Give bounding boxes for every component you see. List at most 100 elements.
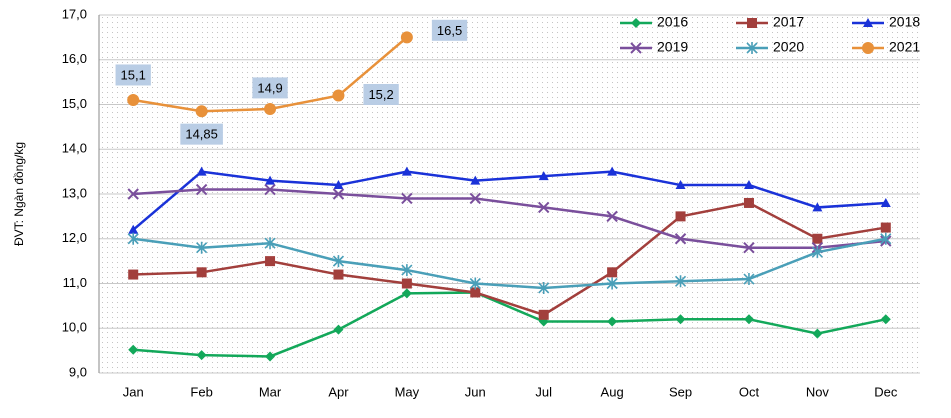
marker [880, 197, 891, 207]
marker [675, 180, 686, 190]
marker [674, 233, 687, 245]
marker [265, 256, 276, 267]
marker [196, 350, 207, 361]
legend-marker [746, 42, 758, 54]
marker [401, 264, 413, 277]
marker [743, 314, 754, 325]
x-tick-label: May [395, 384, 420, 399]
x-tick-label: Oct [739, 384, 760, 399]
x-tick-label: Jul [535, 384, 552, 399]
series-line [133, 237, 887, 290]
marker [607, 316, 618, 327]
y-tick-label: 11,0 [63, 275, 87, 290]
marker [743, 197, 754, 208]
series-line [133, 188, 886, 249]
legend-label: 2020 [773, 39, 804, 55]
marker [265, 175, 276, 185]
marker [401, 288, 412, 299]
marker [607, 267, 618, 278]
marker [127, 188, 139, 200]
series-line [133, 291, 887, 358]
legend-marker [630, 42, 642, 54]
x-tick-label: Sep [669, 384, 692, 399]
marker [196, 166, 207, 176]
data-label-box [431, 19, 468, 41]
marker [333, 324, 344, 335]
marker [469, 277, 481, 290]
x-tick-label: Nov [806, 384, 830, 399]
x-tick-label: Feb [190, 384, 212, 399]
legend-marker [863, 18, 873, 27]
marker [469, 192, 481, 205]
marker [127, 94, 140, 107]
marker [264, 183, 276, 196]
x-tick-label: Apr [328, 384, 349, 399]
marker [674, 275, 687, 288]
marker [401, 192, 413, 205]
legend-label: 2019 [657, 39, 688, 55]
marker [401, 278, 412, 289]
marker [470, 175, 481, 185]
marker [538, 309, 549, 320]
marker [606, 277, 618, 290]
legend-marker [862, 42, 874, 54]
y-tick-label: 9,0 [69, 364, 87, 379]
data-label-box [252, 77, 288, 99]
data-label: 14,9 [257, 80, 282, 95]
y-tick-label: 14,0 [62, 141, 87, 156]
series-line [133, 201, 886, 317]
x-tick-label: Jun [465, 384, 486, 399]
x-tick-label: Dec [874, 384, 898, 399]
marker [880, 232, 892, 245]
marker [812, 202, 823, 212]
y-tick-label: 17,0 [62, 6, 87, 21]
legend-marker [631, 18, 641, 28]
marker [538, 171, 549, 181]
x-tick-label: Aug [601, 384, 624, 399]
marker [538, 281, 550, 294]
x-tick-label: Jan [123, 384, 144, 399]
marker [128, 344, 139, 355]
marker [196, 267, 207, 278]
data-label: 14,85 [185, 127, 218, 142]
marker [401, 166, 412, 176]
data-label-box [180, 123, 223, 145]
marker [880, 222, 891, 233]
data-label-box [115, 64, 151, 86]
marker [264, 102, 277, 115]
marker [538, 201, 550, 214]
data-label: 15,2 [368, 87, 393, 102]
legend-label: 2016 [657, 14, 688, 30]
marker [128, 224, 139, 234]
legend-label: 2018 [889, 14, 920, 30]
marker [743, 273, 755, 286]
marker [400, 31, 413, 44]
marker [880, 314, 891, 325]
y-tick-label: 15,0 [62, 96, 87, 111]
marker [333, 180, 344, 190]
marker [812, 328, 823, 339]
y-tick-label: 12,0 [62, 230, 87, 245]
y-axis-label: ĐVT: Ngàn đồng/kg [12, 142, 26, 246]
marker [332, 188, 345, 200]
marker [675, 211, 686, 222]
marker [264, 237, 276, 250]
legend-label: 2021 [889, 39, 920, 55]
data-label: 16,5 [437, 23, 462, 38]
marker [743, 180, 754, 190]
marker [607, 166, 618, 176]
marker [128, 269, 139, 280]
y-tick-label: 10,0 [62, 320, 87, 335]
legend-marker [747, 18, 757, 28]
marker [196, 241, 208, 254]
marker [195, 183, 208, 196]
marker [127, 232, 139, 245]
data-label: 15,1 [121, 67, 146, 82]
series-line [132, 170, 886, 231]
marker [332, 255, 345, 268]
marker [332, 89, 345, 102]
marker [811, 246, 823, 259]
marker [265, 351, 276, 362]
y-tick-label: 13,0 [62, 185, 87, 200]
